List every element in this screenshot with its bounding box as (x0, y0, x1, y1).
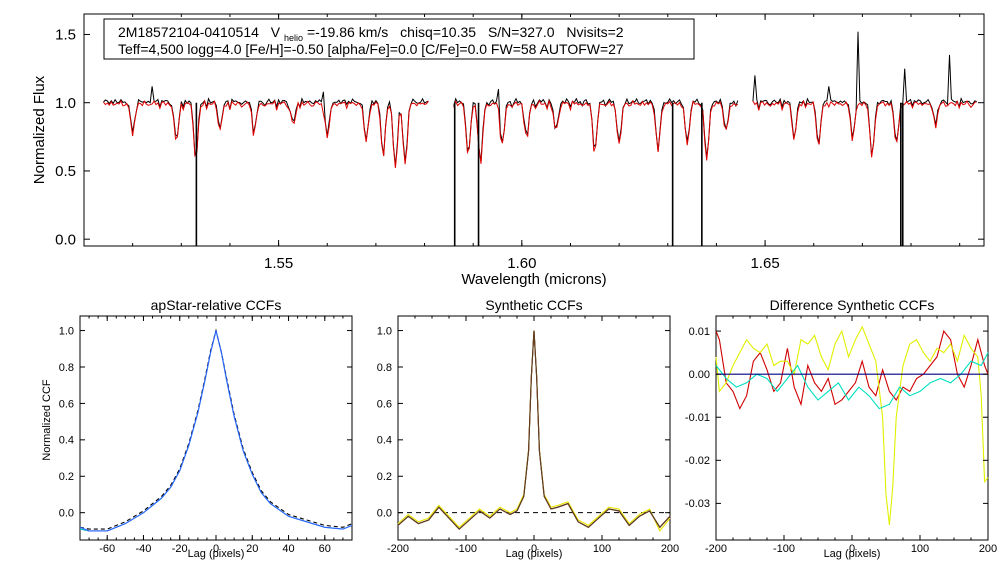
star-id: 2M18572104-0410514 (118, 24, 259, 40)
y-tick-label: 1.0 (59, 325, 74, 337)
y-tick-label: 0.8 (377, 362, 392, 374)
x-tick-label: -40 (136, 543, 152, 555)
y-tick-label: -0.02 (685, 455, 710, 467)
y-tick-label: -0.01 (685, 412, 710, 424)
info-box-frame (103, 18, 695, 60)
series-line-1 (397, 330, 671, 532)
model-spectrum-chip-3 (752, 99, 977, 158)
spectrum-series (103, 31, 977, 246)
x-tick-label: -200 (705, 543, 727, 555)
synthetic-ccf-axes: -200 -100 0 100 200 0.0 0.2 0.4 0.6 0.8 1.0 (377, 316, 679, 555)
apstar-ccf-series (79, 328, 353, 532)
series-line-2 (79, 328, 353, 530)
spectrum-info-box: 2M18572104-0410514 V helio =-19.86 km/s … (103, 18, 695, 60)
x-tick-label: 1.55 (264, 255, 293, 272)
sn-value: S/N=327.0 (488, 24, 555, 40)
spectrum-xlabel: Wavelength (microns) (461, 271, 606, 288)
x-tick-label: 0 (213, 543, 219, 555)
apstar-ccf-panel: -60 -40 -20 0 20 40 60 0.0 0.2 0.4 0.6 0.8 1.0 apSta… (41, 297, 353, 560)
difference-ccf-panel: -200 -100 0 100 200 0.01 0.00 -0.01 -0.02 -0.03 D… (685, 297, 997, 560)
x-tick-label: 100 (911, 543, 929, 555)
observed-spectrum-chip-2 (453, 89, 739, 162)
spectrum-panel: 1.55 1.60 1.65 0.0 0.5 1.0 1.5 Wavelength (mic… (31, 13, 985, 288)
x-tick-label: 200 (979, 543, 997, 555)
x-tick-label: 1.65 (750, 255, 779, 272)
x-tick-label: -100 (773, 543, 795, 555)
y-tick-label: 1.5 (55, 27, 76, 44)
series-line-1 (715, 329, 989, 410)
x-tick-label: 40 (282, 543, 294, 555)
apstar-ccf-title: apStar-relative CCFs (151, 297, 282, 313)
model-spectrum-chip-1 (103, 99, 429, 169)
vhelio-subscript: helio (284, 33, 303, 43)
apstar-ccf-axes: -60 -40 -20 0 20 40 60 0.0 0.2 0.4 0.6 0.8 1.0 (59, 316, 353, 555)
y-tick-label: 0.0 (59, 508, 74, 520)
x-tick-label: -100 (455, 543, 477, 555)
x-tick-label: -200 (387, 543, 409, 555)
spectrum-axes: 1.55 1.60 1.65 0.0 0.5 1.0 1.5 (55, 14, 984, 272)
synthetic-ccf-title: Synthetic CCFs (485, 297, 582, 313)
x-tick-label: 200 (661, 543, 679, 555)
y-tick-label: 0.01 (689, 326, 710, 338)
synthetic-ccf-panel: -200 -100 0 100 200 0.0 0.2 0.4 0.6 0.8 1.0 Synthe… (377, 297, 679, 560)
info-line-1: 2M18572104-0410514 V helio =-19.86 km/s … (118, 24, 624, 44)
observed-spectrum-chip-3 (752, 31, 977, 156)
series-line-2 (715, 325, 989, 525)
y-tick-label: 0.8 (59, 362, 74, 374)
difference-ccf-series (715, 325, 989, 525)
series-line-3 (397, 330, 671, 530)
series-line-4 (397, 330, 671, 530)
synthetic-ccf-xlabel: Lag (pixels) (506, 548, 563, 560)
y-tick-label: 0.4 (377, 435, 392, 447)
vhelio-value: =-19.86 km/s (307, 24, 388, 40)
difference-ccf-axes: -200 -100 0 100 200 0.01 0.00 -0.01 -0.02 -0.03 (685, 316, 997, 555)
apstar-ccf-xlabel: Lag (pixels) (188, 548, 245, 560)
series-line-1 (79, 330, 353, 532)
y-tick-label: 0.6 (377, 398, 392, 410)
spectrum-plot-frame (83, 13, 985, 247)
y-tick-label: -0.03 (685, 498, 710, 510)
x-tick-label: 60 (319, 543, 331, 555)
y-tick-label: 0.2 (59, 471, 74, 483)
y-tick-label: 1.0 (377, 325, 392, 337)
info-line-2: Teff=4,500 logg=4.0 [Fe/H]=-0.50 [alpha/… (118, 41, 624, 57)
y-tick-label: 1.0 (55, 95, 76, 112)
apstar-ccf-ylabel: Normalized CCF (41, 379, 53, 461)
apstar-ccf-plot-frame (79, 315, 353, 541)
model-spectrum-chip-2 (453, 99, 739, 164)
y-tick-label: 0.6 (59, 398, 74, 410)
y-tick-label: 0.2 (377, 471, 392, 483)
vhelio-symbol: V (271, 24, 281, 40)
series-line-3 (715, 352, 989, 410)
chisq-value: chisq=10.35 (400, 24, 476, 40)
series-line-2 (397, 330, 671, 530)
x-tick-label: 20 (246, 543, 258, 555)
x-tick-label: -60 (99, 543, 115, 555)
difference-ccf-title: Difference Synthetic CCFs (770, 297, 935, 313)
x-tick-label: 0 (849, 543, 855, 555)
y-tick-label: 0.4 (59, 435, 74, 447)
series-line-3 (79, 330, 353, 532)
spectrum-ylabel: Normalized Flux (31, 75, 48, 184)
observed-spectrum-chip-1 (103, 86, 429, 167)
x-tick-label: -20 (172, 543, 188, 555)
synthetic-ccf-series (397, 330, 671, 532)
x-tick-label: 1.60 (507, 255, 536, 272)
difference-ccf-xlabel: Lag (pixels) (824, 548, 881, 560)
y-tick-label: 0.0 (55, 231, 76, 248)
y-tick-label: 0.5 (55, 163, 76, 180)
x-tick-label: 100 (593, 543, 611, 555)
x-tick-label: 0 (531, 543, 537, 555)
y-tick-label: 0.00 (689, 369, 710, 381)
nvisits-value: Nvisits=2 (566, 24, 623, 40)
y-tick-label: 0.0 (377, 508, 392, 520)
